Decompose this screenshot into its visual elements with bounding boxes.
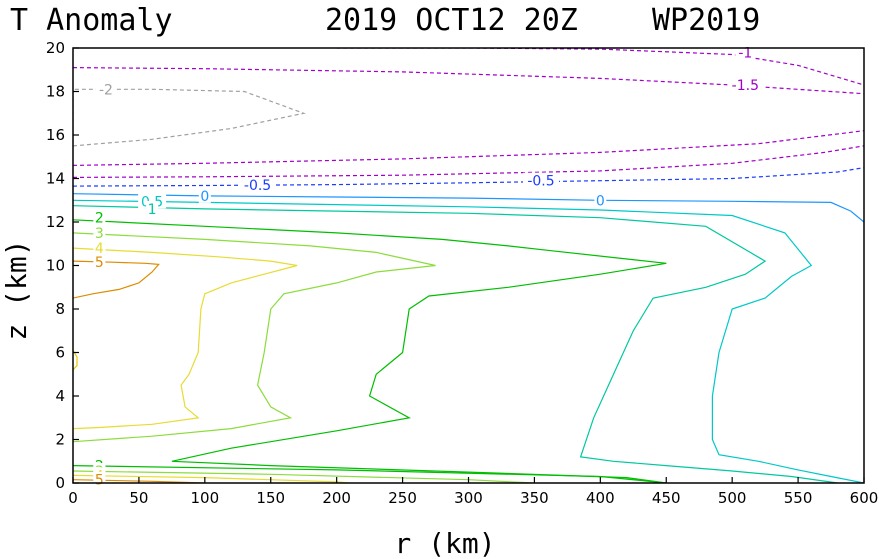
- y-axis-label: z (km): [0, 239, 33, 340]
- contour-line-12: [73, 465, 667, 483]
- x-tick-label: 100: [191, 489, 220, 507]
- y-tick-label: 10: [46, 257, 65, 275]
- contour-label: 0: [200, 189, 209, 205]
- y-tick-label: 14: [46, 170, 65, 188]
- contour-label: 0: [596, 193, 605, 209]
- contour-label: -1: [738, 45, 752, 61]
- x-tick-label: 200: [322, 489, 351, 507]
- contour-label-bg: [93, 224, 106, 240]
- x-tick-label: 350: [520, 489, 549, 507]
- contour-layer: [73, 48, 864, 483]
- x-axis-label: r (km): [394, 527, 495, 559]
- contour-line-2: [73, 48, 864, 178]
- contour-label-bg: [93, 240, 106, 256]
- contour-line-8: [73, 232, 436, 443]
- contour-label: 4: [95, 241, 104, 257]
- y-tick-label: 16: [46, 126, 65, 144]
- contour-line-1: [73, 67, 864, 166]
- contour-label-bg: [727, 76, 764, 92]
- contour-line-4: [73, 193, 864, 223]
- contour-label: -1.5: [732, 78, 759, 94]
- x-axis-ticks: 0 50 100 150 200 250 300 350 400 450 500 550 600: [68, 477, 878, 507]
- plot-frame: [72, 47, 865, 484]
- contour-label-bg: [594, 192, 607, 208]
- y-tick-label: 2: [55, 431, 65, 449]
- contour-label-bg: [95, 81, 116, 97]
- contour-label-bg: [198, 187, 211, 203]
- contour-line-7: [73, 219, 667, 483]
- contour-label: -2: [99, 82, 113, 98]
- header-title-right: WP2019: [652, 3, 760, 38]
- contour-label-bg: [523, 172, 560, 188]
- contour-label: -0.5: [244, 178, 271, 194]
- contour-line-14: [73, 474, 350, 483]
- y-tick-label: 8: [55, 300, 65, 318]
- contour-label: 1: [148, 202, 157, 218]
- contour-label-bg: [138, 193, 167, 209]
- y-axis-ticks: 0 2 4 6 8 10 12 14 16 18 20: [46, 39, 79, 492]
- contour-line-9: [73, 247, 298, 430]
- contour-label: -0.5: [527, 174, 554, 190]
- header-title-left: T Anomaly: [10, 3, 173, 38]
- contour-line-10: [73, 260, 160, 299]
- y-tick-label: 4: [55, 387, 65, 405]
- contour-label-bg: [146, 200, 159, 216]
- contour-label: 2: [95, 211, 104, 227]
- x-tick-label: 0: [68, 489, 78, 507]
- contour-line-6: [73, 205, 838, 483]
- y-tick-label: 12: [46, 213, 65, 231]
- contour-line-11: [73, 349, 78, 371]
- x-tick-label: 500: [718, 489, 747, 507]
- y-tick-label: 0: [55, 474, 65, 492]
- contour-line-5: [73, 199, 864, 483]
- contour-line-0: [73, 88, 306, 147]
- y-tick-label: 18: [46, 83, 65, 101]
- contour-label: 5: [95, 473, 104, 489]
- x-tick-label: 400: [586, 489, 615, 507]
- y-tick-label: 6: [55, 344, 65, 362]
- x-tick-label: 150: [256, 489, 285, 507]
- x-tick-label: 50: [129, 489, 148, 507]
- y-tick-label: 20: [46, 39, 65, 57]
- contour-label: 5: [95, 255, 104, 271]
- x-tick-label: 450: [652, 489, 681, 507]
- contour-line-13: [73, 470, 535, 483]
- x-tick-label: 600: [850, 489, 879, 507]
- x-tick-label: 250: [388, 489, 417, 507]
- header-title-center: 2019 OCT12 20Z: [325, 3, 578, 38]
- x-tick-label: 550: [784, 489, 813, 507]
- contour-label: 3: [95, 226, 104, 242]
- contour-label-bg: [239, 177, 276, 193]
- contour-label-bg: [93, 254, 106, 270]
- x-tick-label: 300: [454, 489, 483, 507]
- contour-label-bg: [93, 209, 106, 225]
